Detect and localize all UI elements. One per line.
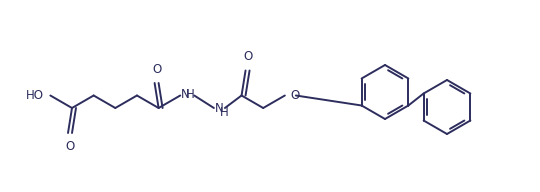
Text: N: N (181, 88, 190, 101)
Text: H: H (220, 107, 228, 119)
Text: HO: HO (26, 89, 44, 102)
Text: O: O (243, 50, 252, 64)
Text: N: N (215, 103, 224, 116)
Text: O: O (152, 63, 161, 76)
Text: H: H (186, 88, 195, 101)
Text: O: O (291, 89, 300, 102)
Text: O: O (65, 140, 75, 153)
